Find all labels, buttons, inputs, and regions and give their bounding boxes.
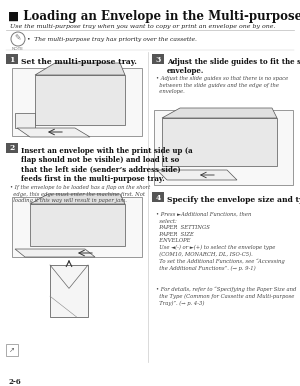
FancyBboxPatch shape: [154, 110, 293, 185]
Text: ✎: ✎: [15, 34, 21, 42]
Polygon shape: [15, 113, 35, 128]
FancyBboxPatch shape: [152, 54, 164, 64]
Polygon shape: [15, 249, 95, 257]
Text: NOTE: NOTE: [12, 47, 24, 51]
Text: 2-6: 2-6: [8, 378, 21, 386]
FancyBboxPatch shape: [50, 265, 88, 317]
Text: • For details, refer to “Specifying the Paper Size and
  the Type (Common for Ca: • For details, refer to “Specifying the …: [156, 287, 296, 306]
Text: • If the envelope to be loaded has a flap on the short
  edge, this edge must en: • If the envelope to be loaded has a fla…: [10, 185, 150, 203]
FancyBboxPatch shape: [152, 192, 164, 202]
Text: • Adjust the slide guides so that there is no space
  between the slide guides a: • Adjust the slide guides so that there …: [156, 76, 288, 94]
Polygon shape: [35, 63, 125, 75]
Polygon shape: [157, 170, 237, 180]
Text: ■ Loading an Envelope in the Multi-purpose Tray: ■ Loading an Envelope in the Multi-purpo…: [8, 10, 300, 23]
FancyBboxPatch shape: [6, 54, 18, 64]
Text: Set the multi-purpose tray.: Set the multi-purpose tray.: [21, 58, 137, 66]
FancyBboxPatch shape: [12, 68, 142, 136]
Text: • Press ►Additional Functions, then
  select:
  PAPER  SETTINGS
  PAPER  SIZE
  : • Press ►Additional Functions, then sele…: [156, 212, 285, 271]
Polygon shape: [17, 128, 90, 137]
Text: 3: 3: [155, 56, 161, 64]
Text: Specify the envelope size and type.: Specify the envelope size and type.: [167, 196, 300, 204]
FancyBboxPatch shape: [6, 143, 18, 153]
Text: 1: 1: [9, 56, 15, 64]
Polygon shape: [162, 108, 277, 118]
Text: Insert an envelope with the print side up (a
flap should not be visible) and loa: Insert an envelope with the print side u…: [21, 147, 193, 183]
FancyBboxPatch shape: [162, 118, 277, 166]
Polygon shape: [30, 194, 125, 204]
FancyBboxPatch shape: [35, 75, 125, 125]
FancyBboxPatch shape: [30, 204, 125, 246]
Text: Use the multi-purpose tray when you want to copy or print an envelope one by one: Use the multi-purpose tray when you want…: [10, 24, 275, 29]
Text: ↗: ↗: [9, 347, 15, 353]
Text: •  The multi-purpose tray has priority over the cassette.: • The multi-purpose tray has priority ov…: [27, 37, 197, 42]
FancyBboxPatch shape: [12, 197, 142, 257]
FancyBboxPatch shape: [6, 344, 18, 356]
Text: 4: 4: [155, 193, 161, 201]
Text: Adjust the slide guides to fit the size of the
envelope.: Adjust the slide guides to fit the size …: [167, 58, 300, 75]
Text: 2: 2: [9, 144, 15, 152]
